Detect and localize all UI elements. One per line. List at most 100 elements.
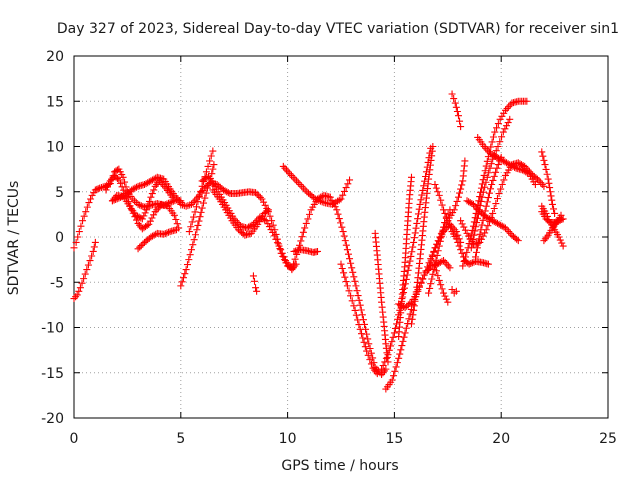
data-point	[182, 202, 190, 210]
series-track-16	[337, 260, 381, 378]
data-point	[409, 311, 417, 319]
data-point	[346, 255, 354, 263]
data-point	[458, 249, 466, 257]
data-point	[262, 217, 270, 225]
data-point	[105, 180, 113, 188]
data-point	[76, 284, 84, 292]
data-point	[177, 200, 185, 208]
data-point	[540, 182, 548, 190]
data-point	[337, 195, 345, 203]
data-point	[473, 219, 481, 227]
data-point	[457, 123, 465, 131]
data-point	[485, 189, 493, 197]
series-track-37	[538, 202, 567, 250]
series-track-02	[70, 238, 99, 303]
data-point	[544, 175, 552, 183]
data-point	[440, 289, 448, 297]
y-tick-label: 10	[46, 140, 64, 156]
data-point	[419, 275, 427, 283]
data-point	[204, 184, 211, 192]
data-point	[406, 257, 414, 265]
data-point	[476, 238, 484, 246]
data-point	[289, 173, 297, 181]
data-point	[266, 212, 274, 220]
data-point	[399, 337, 407, 345]
data-point	[267, 226, 275, 234]
data-point	[151, 208, 159, 216]
data-point	[395, 354, 403, 362]
data-point	[305, 210, 313, 218]
data-point	[116, 179, 124, 187]
data-point	[342, 278, 350, 286]
data-point	[349, 268, 357, 276]
data-point	[351, 277, 359, 285]
series-track-34	[474, 133, 539, 189]
data-point	[284, 168, 292, 176]
data-point	[299, 228, 307, 236]
data-point	[558, 239, 566, 247]
data-point	[466, 199, 474, 207]
data-point	[451, 99, 459, 107]
data-point	[256, 193, 264, 201]
data-point	[398, 342, 406, 350]
data-point	[482, 162, 490, 170]
y-tick-label: 5	[55, 185, 64, 201]
series-track-05	[108, 177, 176, 223]
data-point	[96, 184, 104, 192]
data-point	[183, 261, 191, 269]
data-point	[468, 240, 476, 248]
data-point	[210, 161, 218, 169]
data-point	[364, 335, 372, 343]
data-point	[531, 181, 539, 189]
data-point	[410, 238, 418, 246]
data-point	[191, 197, 199, 205]
data-point	[444, 210, 452, 218]
data-point	[388, 338, 396, 346]
data-point	[209, 147, 217, 155]
series-track-15	[290, 246, 322, 256]
data-point	[546, 184, 554, 192]
data-point	[445, 220, 453, 228]
data-point	[298, 182, 306, 190]
data-point	[136, 201, 144, 209]
data-point	[253, 190, 261, 198]
data-point	[83, 266, 91, 274]
data-point	[387, 342, 395, 350]
data-point	[455, 242, 463, 250]
data-point	[275, 242, 283, 250]
data-point	[77, 222, 85, 230]
data-point	[429, 143, 437, 150]
data-point	[489, 209, 497, 217]
data-point	[330, 200, 338, 208]
data-point	[314, 247, 322, 255]
data-point	[471, 227, 479, 235]
data-point	[379, 362, 387, 370]
chart-title: Day 327 of 2023, Sidereal Day-to-day VTE…	[57, 21, 619, 37]
series-track-26	[431, 262, 452, 306]
data-point	[428, 152, 436, 160]
data-point	[481, 229, 489, 237]
data-point	[432, 267, 440, 275]
data-point	[454, 193, 462, 201]
data-point	[86, 257, 94, 265]
series-track-27	[448, 90, 465, 131]
data-point	[545, 216, 553, 224]
series-track-28	[448, 285, 460, 297]
data-point	[477, 226, 485, 234]
data-point	[384, 351, 392, 359]
data-point	[204, 162, 212, 170]
data-point	[469, 235, 477, 243]
data-point	[396, 350, 404, 358]
data-point	[143, 206, 151, 214]
data-point	[134, 245, 142, 253]
x-tick-label: 10	[279, 431, 297, 447]
data-point	[97, 184, 105, 192]
data-point	[484, 194, 492, 202]
data-point	[334, 210, 342, 218]
data-point	[543, 212, 551, 220]
data-point	[137, 202, 145, 210]
data-point	[420, 182, 428, 190]
data-point	[432, 256, 440, 264]
data-point	[428, 253, 436, 261]
data-point	[173, 220, 181, 228]
